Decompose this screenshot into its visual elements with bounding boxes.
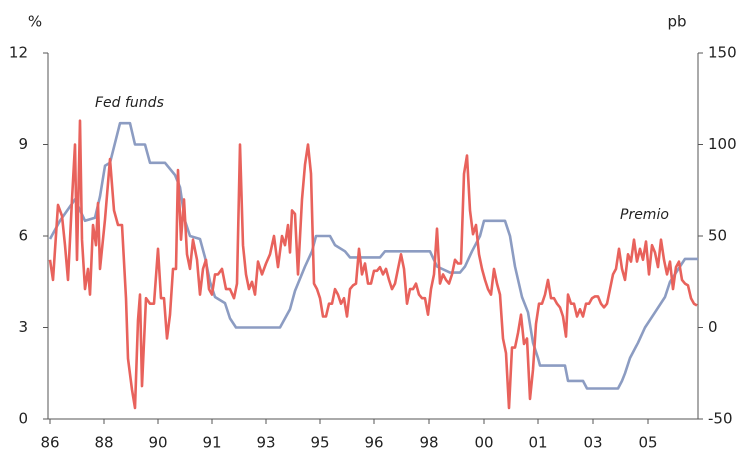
x-tick-label: 86 <box>40 434 59 452</box>
x-tick-label: 91 <box>202 434 221 452</box>
y-tick-label: 12 <box>9 44 28 62</box>
x-tick-label: 00 <box>474 434 493 452</box>
y-tick-label: 9 <box>18 135 28 153</box>
x-tick-label: 98 <box>419 434 438 452</box>
y-tick-label: 0 <box>18 410 28 428</box>
series-label: Premio <box>620 207 669 223</box>
y-tick-label: 6 <box>18 227 28 245</box>
series-line <box>48 119 698 410</box>
y2-axis-label: pb <box>667 13 686 31</box>
y2-tick-label: 50 <box>708 227 727 245</box>
y2-tick-label: 100 <box>708 135 737 153</box>
x-tick-label: 90 <box>148 434 167 452</box>
y2-tick-label: -50 <box>708 410 733 428</box>
y2-tick-label: 0 <box>708 318 718 336</box>
y-axis-label: % <box>28 13 42 31</box>
x-tick-label: 01 <box>528 434 547 452</box>
x-tick-label: 88 <box>94 434 113 452</box>
series-line <box>48 121 698 390</box>
x-tick-label: 96 <box>364 434 383 452</box>
series-label: Fed funds <box>95 95 164 111</box>
x-tick-label: 05 <box>638 434 657 452</box>
x-tick-label: 93 <box>256 434 275 452</box>
x-tick-label: 95 <box>310 434 329 452</box>
x-tick-label: 03 <box>583 434 602 452</box>
y2-tick-label: 150 <box>708 44 737 62</box>
y-tick-label: 3 <box>18 318 28 336</box>
